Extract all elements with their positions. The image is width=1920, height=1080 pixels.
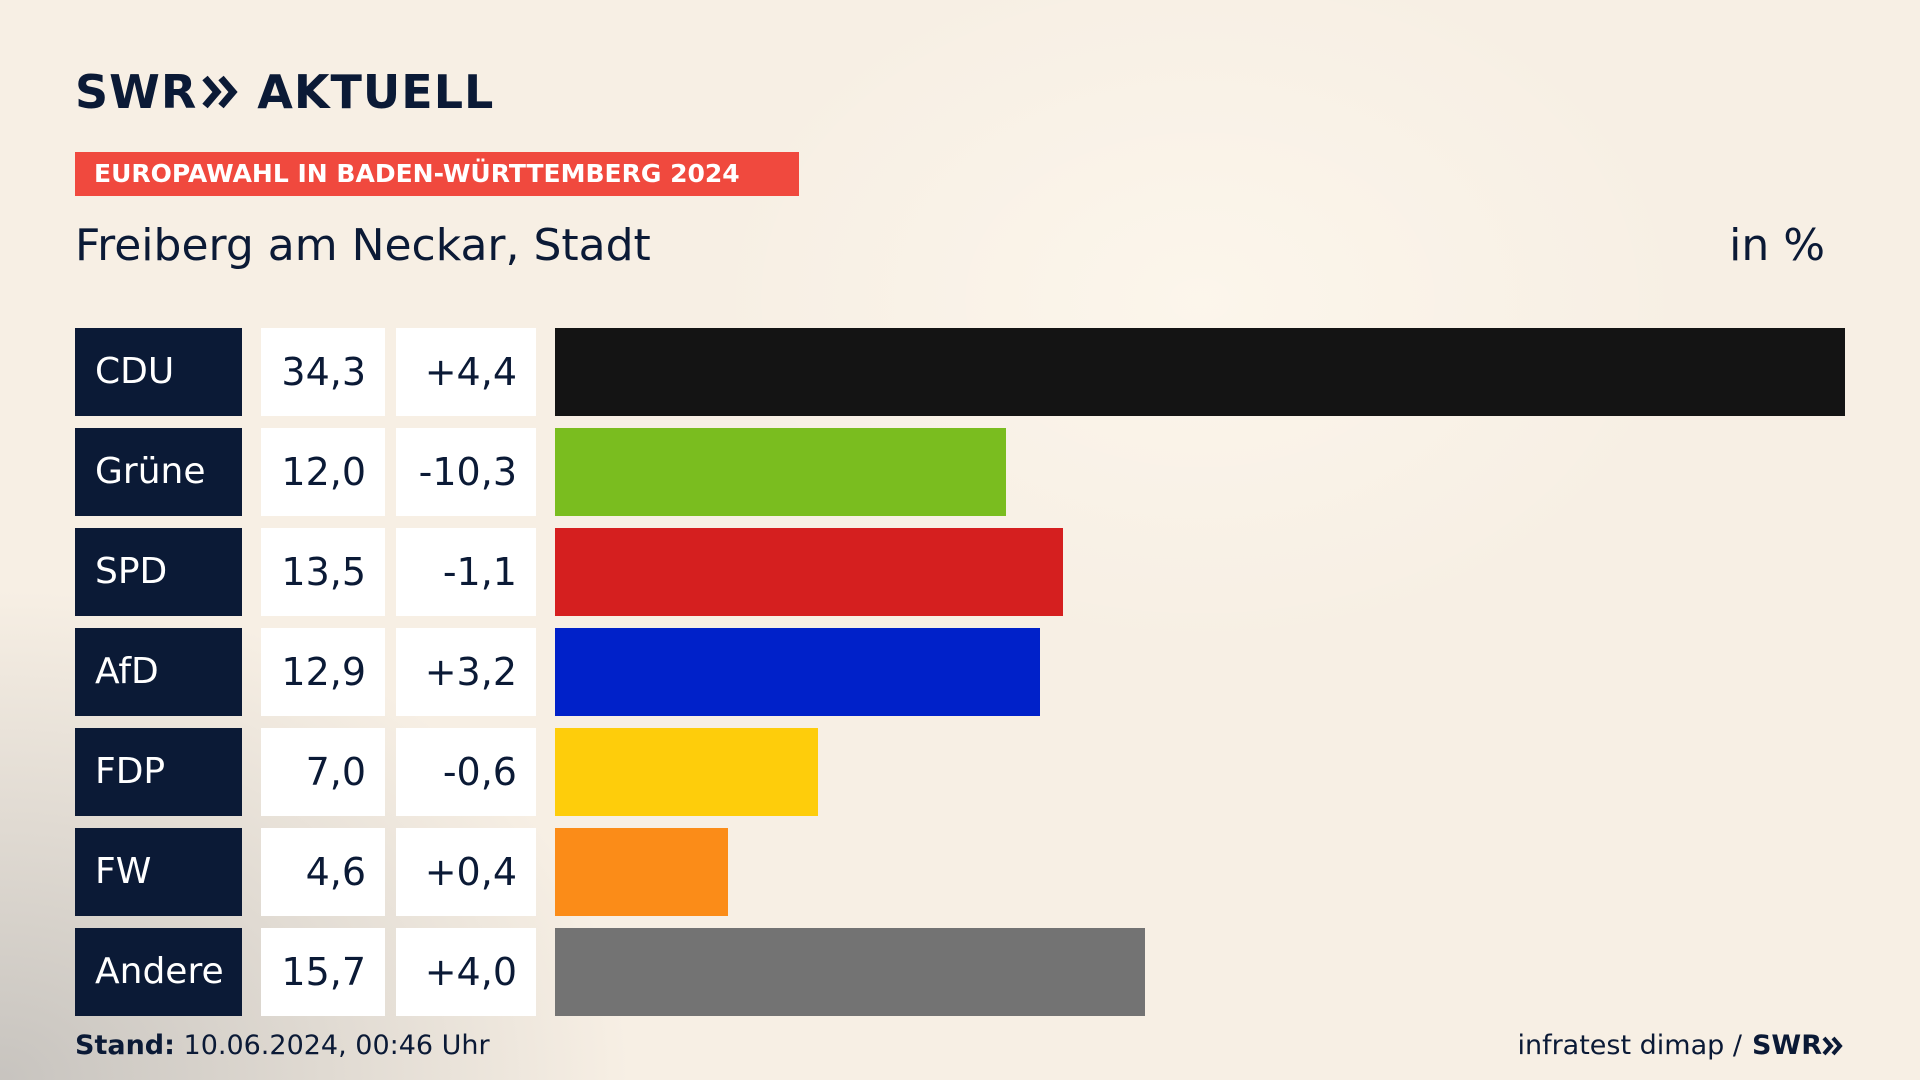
election-tag: EUROPAWAHL IN BADEN-WÜRTTEMBERG 2024 <box>75 152 799 196</box>
bar <box>555 528 1063 616</box>
diff-label: +4,4 <box>396 328 536 416</box>
bar <box>555 828 728 916</box>
party-label: CDU <box>75 328 242 416</box>
value-label: 12,9 <box>261 628 385 716</box>
double-chevron-small-icon <box>1822 1036 1843 1055</box>
swr-small-logo-text: SWR <box>1751 1030 1822 1061</box>
stand-value: 10.06.2024, 00:46 Uhr <box>183 1030 490 1061</box>
stand-label: Stand: <box>75 1030 175 1061</box>
swr-small-logo: SWR <box>1752 1030 1844 1061</box>
bar <box>555 728 818 816</box>
logo-aktuell-text: AKTUELL <box>257 65 495 119</box>
stand-info: Stand: 10.06.2024, 00:46 Uhr <box>75 1030 490 1061</box>
swr-aktuell-logo: SWR AKTUELL <box>75 65 495 119</box>
diff-label: +4,0 <box>396 928 536 1016</box>
party-label: FW <box>75 828 242 916</box>
value-label: 12,0 <box>261 428 385 516</box>
party-label: AfD <box>75 628 242 716</box>
diff-label: -1,1 <box>396 528 536 616</box>
bar <box>555 928 1145 1016</box>
double-chevron-icon <box>201 74 241 110</box>
bar <box>555 328 1845 416</box>
diff-label: -10,3 <box>396 428 536 516</box>
party-label: FDP <box>75 728 242 816</box>
source-info: infratest dimap / SWR <box>1517 1030 1844 1061</box>
value-label: 13,5 <box>261 528 385 616</box>
bar <box>555 628 1040 716</box>
unit-label: in % <box>1729 220 1825 271</box>
party-label: Grüne <box>75 428 242 516</box>
value-label: 34,3 <box>261 328 385 416</box>
logo-swr-text: SWR <box>75 65 198 119</box>
party-label: SPD <box>75 528 242 616</box>
value-label: 4,6 <box>261 828 385 916</box>
bar <box>555 428 1006 516</box>
party-label: Andere <box>75 928 242 1016</box>
chart-subtitle: Freiberg am Neckar, Stadt <box>75 220 651 271</box>
value-label: 15,7 <box>261 928 385 1016</box>
diff-label: -0,6 <box>396 728 536 816</box>
diff-label: +3,2 <box>396 628 536 716</box>
diff-label: +0,4 <box>396 828 536 916</box>
value-label: 7,0 <box>261 728 385 816</box>
source-text: infratest dimap / <box>1517 1030 1742 1061</box>
